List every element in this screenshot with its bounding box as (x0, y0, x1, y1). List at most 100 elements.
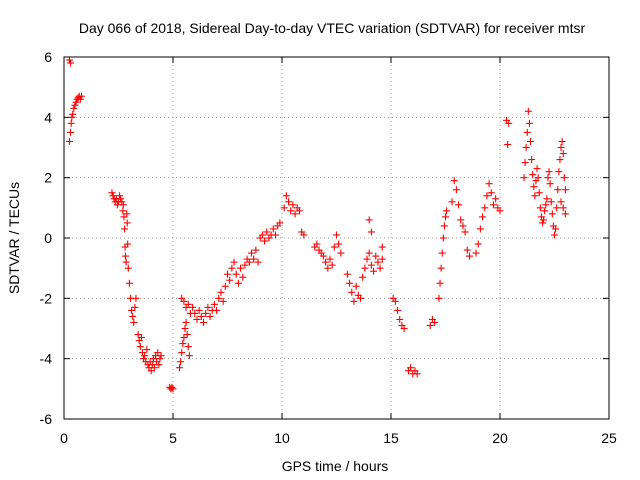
data-point-marker (319, 252, 327, 260)
data-point-marker (559, 204, 567, 212)
data-point-marker (206, 312, 214, 320)
data-point-marker (200, 318, 208, 326)
data-point-marker (250, 255, 258, 263)
plot-frame (63, 56, 610, 420)
data-point-marker (552, 225, 560, 233)
data-point-marker (374, 258, 382, 266)
data-point-marker (124, 264, 132, 272)
data-point-marker (361, 264, 369, 272)
data-point-marker (123, 210, 131, 218)
data-point-marker (77, 92, 85, 100)
data-point-marker (300, 231, 308, 239)
data-point-marker (67, 128, 75, 136)
data-point-marker (202, 309, 210, 317)
data-point-marker (551, 231, 558, 239)
data-point-marker (121, 252, 129, 260)
y-tick-label: 2 (44, 170, 52, 186)
data-point-marker (531, 192, 539, 200)
data-point-marker (195, 306, 203, 314)
data-point-marker (156, 355, 164, 363)
data-point-marker (492, 195, 500, 203)
data-point-marker (125, 279, 133, 287)
data-point-marker (132, 294, 140, 302)
data-point-marker (555, 168, 563, 176)
data-point-marker (363, 255, 371, 263)
chart-title: Day 066 of 2018, Sidereal Day-to-day VTE… (79, 20, 586, 36)
data-point-marker (370, 267, 378, 275)
data-point-marker (330, 243, 338, 251)
data-point-marker (455, 201, 463, 209)
data-point-marker (558, 137, 566, 145)
data-point-marker (269, 225, 277, 233)
data-point-marker (154, 349, 162, 357)
data-point-marker (230, 258, 238, 266)
data-point-marker (213, 306, 221, 314)
data-point-marker (234, 279, 242, 287)
data-point-marker (504, 140, 512, 148)
y-tick-label: -4 (40, 351, 53, 367)
data-point-marker (183, 331, 191, 339)
data-point-marker (452, 186, 460, 194)
data-point-marker (219, 297, 227, 305)
data-point-marker (440, 222, 448, 230)
data-point-marker (527, 137, 535, 145)
x-tick-label: 5 (169, 430, 177, 446)
data-point-marker (128, 306, 136, 314)
data-point-marker (543, 195, 551, 203)
data-point-marker (70, 104, 78, 112)
data-point-marker (150, 364, 158, 372)
data-point-marker (557, 198, 565, 206)
data-point-marker (123, 219, 131, 227)
data-point-marker (252, 246, 260, 254)
x-axis-title: GPS time / hours (282, 458, 389, 474)
data-point-marker (547, 198, 555, 206)
data-point-marker (69, 110, 77, 118)
data-point-marker (391, 297, 399, 305)
data-point-marker (143, 346, 151, 354)
data-point-marker (528, 156, 536, 164)
data-point-marker (263, 228, 271, 236)
data-point-marker (378, 243, 386, 251)
data-point-marker (185, 352, 193, 360)
data-point-marker (437, 264, 445, 272)
data-point-marker (169, 385, 177, 393)
data-point-marker (121, 225, 129, 233)
data-point-marker (241, 261, 249, 269)
data-point-marker (65, 56, 73, 64)
data-point-marker (479, 213, 487, 221)
data-point-marker (232, 270, 240, 278)
data-point-marker (178, 349, 186, 357)
data-point-marker (435, 294, 443, 302)
data-point-marker (179, 340, 187, 348)
data-point-marker (540, 216, 548, 224)
data-point-marker (313, 240, 321, 248)
data-point-marker (67, 119, 75, 127)
data-point-marker (546, 180, 554, 188)
data-point-marker (180, 297, 188, 305)
data-point-marker (129, 312, 137, 320)
x-tick-labels: 0 5 10 15 20 25 (60, 430, 617, 446)
data-point-marker (191, 309, 199, 317)
data-point-marker (487, 189, 495, 197)
data-point-marker (137, 334, 145, 342)
data-point-marker (176, 364, 184, 372)
data-point-marker (438, 249, 446, 257)
data-point-marker (67, 59, 75, 67)
data-point-marker (539, 219, 547, 227)
data-point-marker (505, 119, 513, 127)
data-point-marker (474, 240, 482, 248)
data-point-marker (197, 312, 205, 320)
data-point-marker (65, 137, 73, 145)
data-point-marker (180, 334, 188, 342)
x-tick-label: 0 (60, 430, 68, 446)
data-point-marker (356, 294, 364, 302)
data-point-marker (442, 213, 449, 221)
data-point-marker (184, 343, 192, 351)
data-point-marker (553, 204, 561, 212)
data-point-marker (350, 297, 358, 305)
data-point-marker (394, 306, 402, 314)
data-point-marker (119, 207, 127, 215)
data-point-marker (210, 300, 218, 308)
data-point-marker (431, 318, 439, 326)
data-point-marker (545, 168, 553, 176)
